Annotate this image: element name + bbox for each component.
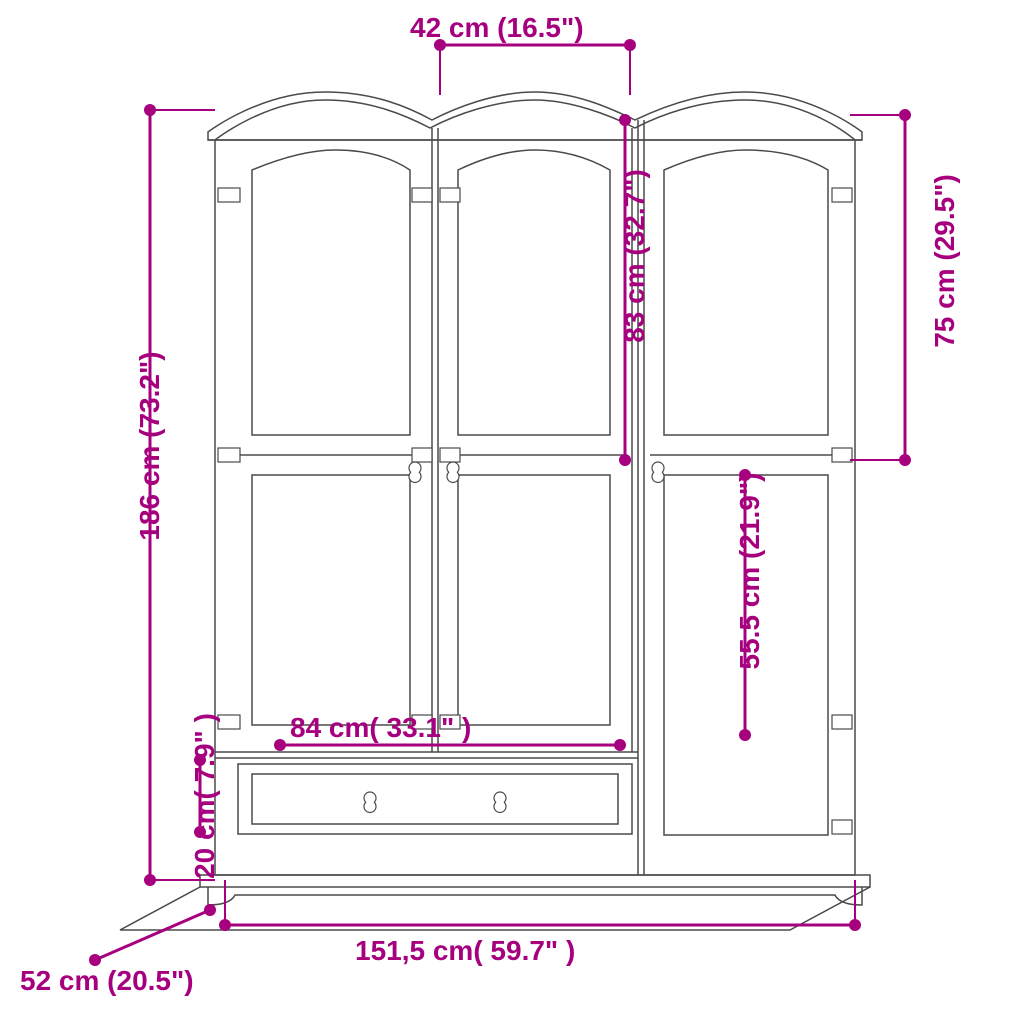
dim-right_opening: 75 cm (29.5") <box>929 131 961 391</box>
dim-depth: 52 cm (20.5") <box>20 965 194 997</box>
dim-drawer_width: 84 cm( 33.1" ) <box>290 712 471 744</box>
dim-shelf_height: 55.5 cm (21.9") <box>734 441 766 701</box>
dim-inner_height: 83 cm (32.7") <box>619 126 651 386</box>
dim-total_height: 186 cm (73.2") <box>134 316 166 576</box>
dim-top_width: 42 cm (16.5") <box>410 12 584 44</box>
dim-total_width: 151,5 cm( 59.7" ) <box>355 935 575 967</box>
dim-drawer_height: 20 cm( 7.9" ) <box>189 666 221 926</box>
